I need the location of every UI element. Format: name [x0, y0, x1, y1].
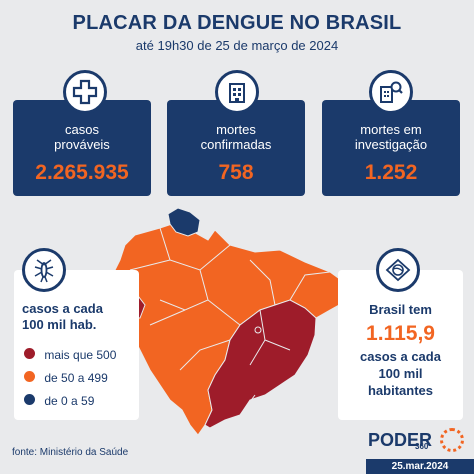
national-value: 1.115,9	[366, 322, 435, 345]
card-label: mortes em	[360, 122, 422, 137]
national-line1: Brasil tem	[369, 302, 432, 317]
page-title: PLACAR DA DENGUE NO BRASIL	[72, 12, 402, 34]
card-label: confirmadas	[200, 137, 272, 152]
legend-dot-orange	[24, 371, 35, 382]
medical-cross-icon	[63, 70, 107, 114]
mosquito-icon	[22, 248, 66, 292]
legend-dot-navy	[24, 394, 35, 405]
card-label: mortes	[216, 122, 256, 137]
legend-item: de 0 a 59	[24, 394, 94, 408]
national-line: habitantes	[367, 383, 433, 398]
source-text: fonte: Ministério da Saúde	[12, 447, 129, 458]
legend-label: de 50 a 499	[44, 371, 108, 385]
logo-text: PODER	[368, 430, 433, 450]
page-subtitle: até 19h30 de 25 de março de 2024	[135, 38, 339, 53]
card-label: casos	[65, 122, 99, 137]
card-value: 1.252	[364, 161, 418, 184]
legend-label: de 0 a 59	[44, 394, 95, 408]
search-building-icon	[369, 70, 413, 114]
card-value: 758	[218, 161, 254, 184]
brazil-flag-icon	[376, 248, 420, 292]
national-line: 100 mil	[378, 366, 423, 381]
legend-heading: casos a cada	[22, 301, 103, 316]
card-deaths-investigation: mortes em investigação 1.252	[322, 100, 460, 196]
national-line: casos a cada	[360, 349, 441, 364]
legend-item: de 50 a 499	[24, 371, 108, 385]
card-value: 2.265.935	[35, 161, 129, 184]
map-region-navy	[167, 207, 201, 237]
card-confirmed-deaths: mortes confirmadas 758	[167, 100, 305, 196]
legend-panel: casos a cada 100 mil hab. mais que 500 d…	[14, 270, 139, 420]
logo-sub: 360	[415, 442, 429, 451]
card-label: investigação	[354, 137, 428, 152]
hospital-building-icon	[215, 70, 259, 114]
legend-item: mais que 500	[24, 348, 116, 362]
national-rate-panel: Brasil tem 1.115,9 casos a cada 100 mil …	[338, 270, 463, 420]
date-badge: 25.mar.2024	[366, 459, 474, 474]
card-probable-cases: casos prováveis 2.265.935	[13, 100, 151, 196]
legend-label: mais que 500	[44, 348, 117, 362]
card-label: prováveis	[54, 137, 110, 152]
legend-heading: 100 mil hab.	[22, 317, 97, 332]
sun-logo-icon	[440, 428, 464, 452]
poder360-logo: PODER 360	[368, 430, 432, 451]
map-region-darkred	[204, 299, 317, 429]
legend-dot-darkred	[24, 348, 35, 359]
